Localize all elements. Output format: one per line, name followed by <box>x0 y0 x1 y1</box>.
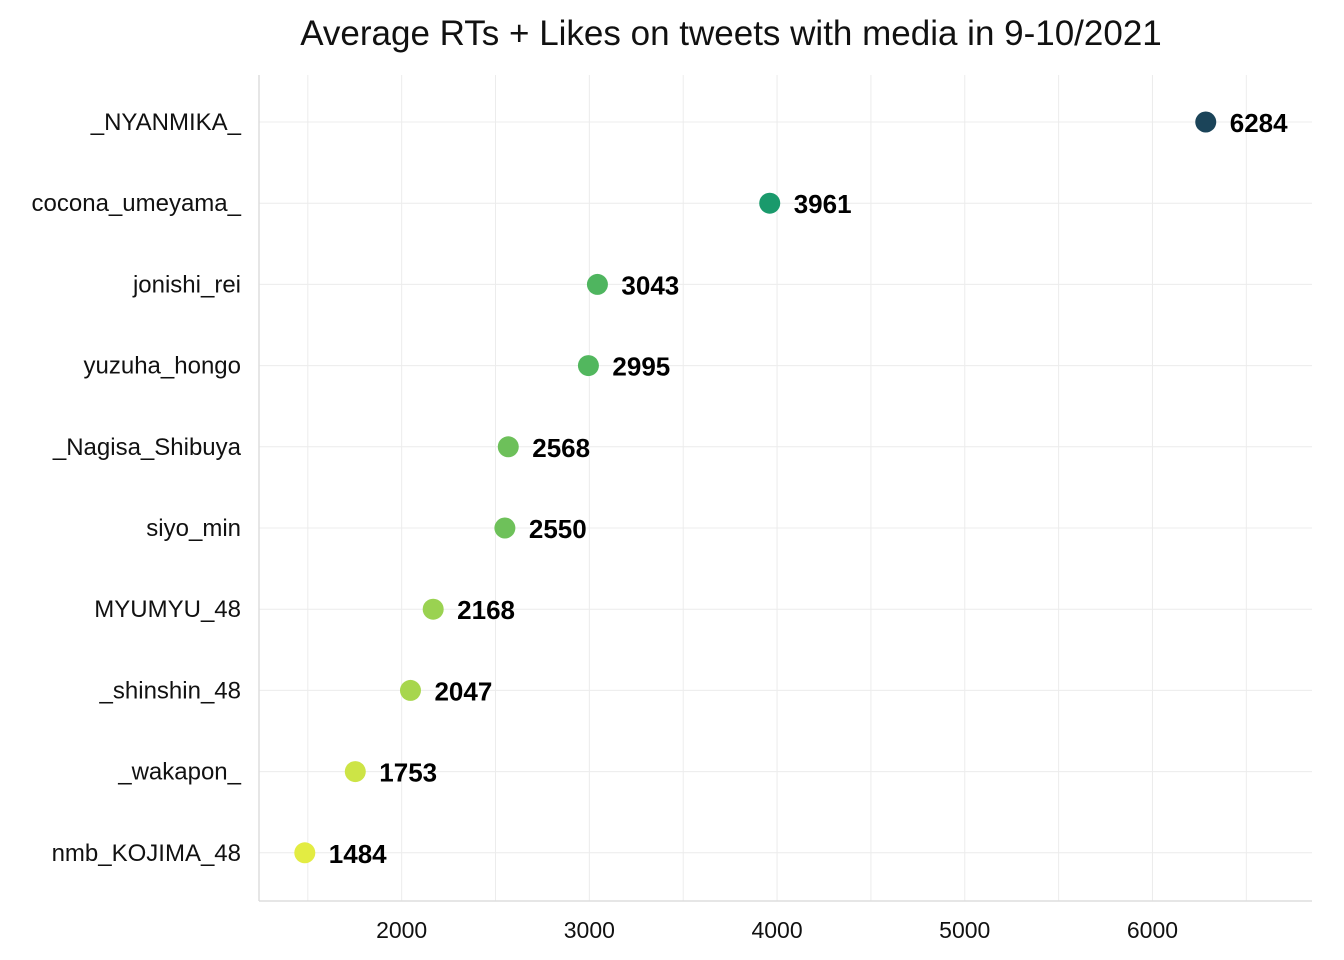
data-label: 2568 <box>532 433 590 463</box>
x-tick-label: 5000 <box>939 917 990 943</box>
grid-layer <box>259 75 1312 901</box>
data-point <box>494 517 516 539</box>
category-label: yuzuha_hongo <box>84 353 241 380</box>
category-label: _wakapon_ <box>117 759 241 786</box>
category-label: _Nagisa_Shibuya <box>52 434 242 461</box>
data-point <box>344 761 366 783</box>
data-label: 6284 <box>1230 108 1288 138</box>
data-label: 2550 <box>529 514 587 544</box>
data-point <box>422 598 444 620</box>
data-point <box>1195 111 1217 133</box>
category-label: cocona_umeyama_ <box>32 190 242 217</box>
category-label: siyo_min <box>146 515 241 542</box>
data-point <box>294 842 316 864</box>
x-tick-label: 2000 <box>376 917 427 943</box>
data-labels: 6284 3961 3043 2995 2568 2550 2168 2047 1753 1484 <box>329 108 1288 869</box>
data-label: 1484 <box>329 839 387 869</box>
category-label: _shinshin_48 <box>99 677 241 704</box>
data-label: 2047 <box>434 676 492 706</box>
data-point <box>759 192 781 214</box>
data-point <box>586 273 608 295</box>
data-label: 2995 <box>612 352 670 382</box>
chart-title: Average RTs + Likes on tweets with media… <box>300 14 1162 53</box>
category-label: nmb_KOJIMA_48 <box>52 840 241 867</box>
data-label: 2168 <box>457 595 515 625</box>
x-tick-label: 6000 <box>1127 917 1178 943</box>
category-label: _NYANMIKA_ <box>90 109 242 136</box>
category-labels: _NYANMIKA_ cocona_umeyama_ jonishi_reiyuzu… <box>32 109 242 867</box>
x-tick-label: 4000 <box>751 917 802 943</box>
data-label: 3043 <box>621 270 679 300</box>
axis-layer <box>258 75 1312 902</box>
data-label: 1753 <box>379 758 437 788</box>
category-label: MYUMYU_48 <box>94 596 241 623</box>
data-label: 3961 <box>794 189 852 219</box>
data-point <box>497 436 519 458</box>
category-label: jonishi_rei <box>132 271 241 298</box>
x-tick-labels: 2000 3000 4000 5000 6000 <box>376 917 1178 943</box>
data-point <box>577 355 599 377</box>
data-points <box>294 111 1217 864</box>
data-point <box>399 679 421 701</box>
x-tick-label: 3000 <box>564 917 615 943</box>
